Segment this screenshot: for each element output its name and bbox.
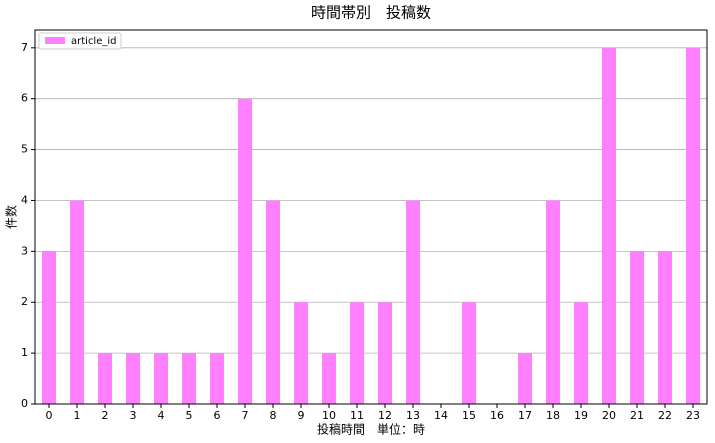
x-tick-label: 2 bbox=[102, 409, 109, 422]
y-axis-label: 件数 bbox=[4, 205, 19, 229]
bar bbox=[238, 98, 252, 404]
bar bbox=[42, 251, 56, 404]
x-tick-label: 4 bbox=[158, 409, 165, 422]
bar bbox=[266, 200, 280, 404]
bar bbox=[686, 47, 700, 405]
bar bbox=[126, 353, 140, 404]
x-tick-label: 7 bbox=[242, 409, 249, 422]
y-tick-label: 6 bbox=[21, 92, 28, 105]
y-tick-label: 5 bbox=[21, 143, 28, 156]
plot-frame bbox=[34, 29, 708, 405]
bar bbox=[630, 251, 644, 404]
bar bbox=[518, 353, 532, 404]
x-tick-label: 21 bbox=[630, 409, 644, 422]
x-tick-label: 8 bbox=[270, 409, 277, 422]
y-tick-label: 0 bbox=[21, 397, 28, 410]
y-tick-label: 4 bbox=[21, 193, 28, 206]
x-tick-label: 17 bbox=[518, 409, 532, 422]
x-tick-label: 13 bbox=[406, 409, 420, 422]
x-tick-label: 22 bbox=[658, 409, 672, 422]
chart-title: 時間帯別 投稿数 bbox=[311, 4, 431, 22]
x-tick-label: 18 bbox=[546, 409, 560, 422]
x-axis-label: 投稿時間 単位：時 bbox=[317, 422, 425, 437]
y-tick-label: 2 bbox=[21, 295, 28, 308]
bar bbox=[322, 353, 336, 404]
x-tick-label: 23 bbox=[686, 409, 700, 422]
x-tick-label: 14 bbox=[434, 409, 448, 422]
bar bbox=[602, 47, 616, 405]
x-tick-label: 15 bbox=[462, 409, 476, 422]
y-tick-label: 7 bbox=[21, 41, 28, 54]
bar bbox=[70, 200, 84, 404]
bar bbox=[462, 302, 476, 404]
x-tick-label: 16 bbox=[490, 409, 504, 422]
x-tick-label: 10 bbox=[322, 409, 336, 422]
bar bbox=[210, 353, 224, 404]
x-tick-label: 5 bbox=[186, 409, 193, 422]
bar bbox=[378, 302, 392, 404]
x-tick-label: 1 bbox=[74, 409, 81, 422]
bar bbox=[574, 302, 588, 404]
legend-swatch bbox=[45, 37, 65, 44]
x-tick-label: 9 bbox=[298, 409, 305, 422]
bar bbox=[294, 302, 308, 404]
bar bbox=[350, 302, 364, 404]
x-tick-label: 3 bbox=[130, 409, 137, 422]
y-tick-label: 1 bbox=[21, 346, 28, 359]
y-tick-label: 3 bbox=[21, 244, 28, 257]
bar bbox=[658, 251, 672, 404]
bar bbox=[182, 353, 196, 404]
x-tick-label: 6 bbox=[214, 409, 221, 422]
x-tick-label: 12 bbox=[378, 409, 392, 422]
x-tick-label: 0 bbox=[46, 409, 53, 422]
bar bbox=[98, 353, 112, 404]
bar bbox=[406, 200, 420, 404]
bar bbox=[546, 200, 560, 404]
x-tick-label: 19 bbox=[574, 409, 588, 422]
x-tick-label: 11 bbox=[350, 409, 364, 422]
x-tick-label: 20 bbox=[602, 409, 616, 422]
bar bbox=[154, 353, 168, 404]
legend-label: article_id bbox=[71, 36, 117, 47]
